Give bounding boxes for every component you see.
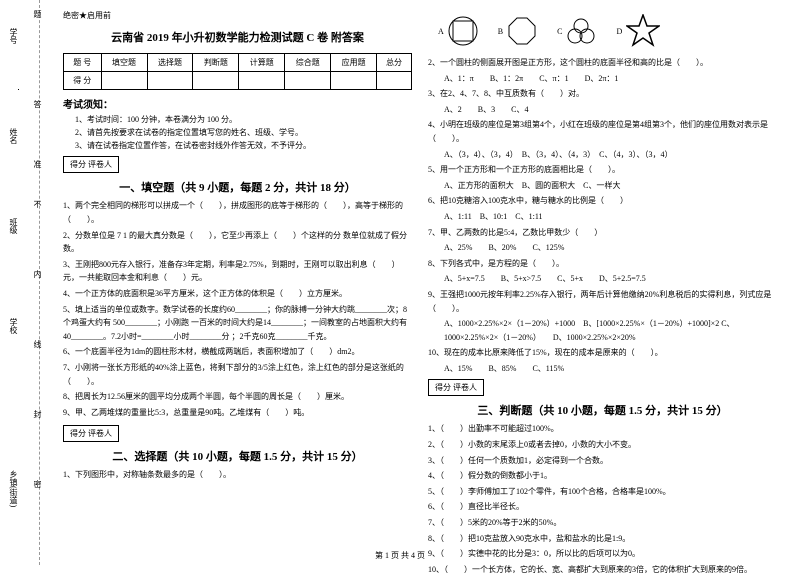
table-header: 应用题 (331, 54, 377, 72)
question: 1、（ ）出勤率不可能超过100%。 (428, 422, 777, 436)
options: A、（3，4）、（3，4） B、（3，4）、（4，3） C、（4，3）、（3，4… (428, 148, 777, 162)
binding-marker: 封 (32, 410, 43, 418)
page-footer: 第 1 页 共 4 页 (0, 550, 800, 561)
shape-label: D (616, 27, 622, 36)
options: A、25% B、20% C、125% (428, 241, 777, 255)
table-cell[interactable] (239, 72, 285, 90)
question: 5、用一个正方形和一个正方形的底面相比是（ ）。 (428, 163, 777, 177)
question: 6、一个底面半径为1dm的圆柱形木材，横截成两端后，表面积增加了（ ）dm2。 (63, 345, 412, 359)
table-cell[interactable] (101, 72, 147, 90)
exam-title: 云南省 2019 年小升初数学能力检测试题 C 卷 附答案 (63, 29, 412, 45)
options: A、1：π B、1：2π C、π：1 D、2π：1 (428, 72, 777, 86)
binding-field-school: 学校 (8, 318, 19, 334)
question: 10、现在的成本比原来降低了15%，现在的成本是原来的（ ）。 (428, 346, 777, 360)
notice-title: 考试须知： (63, 96, 412, 111)
table-header: 综合题 (285, 54, 331, 72)
table-cell[interactable] (193, 72, 239, 90)
options: A、5+x=7.5 B、5+x>7.5 C、5+x D、5+2.5=7.5 (428, 272, 777, 286)
table-cell[interactable] (285, 72, 331, 90)
notice-item: 3、请在试卷指定位置作答，在试卷密封线外作答无效，不予评分。 (63, 140, 412, 153)
options: A、1:11 B、10:1 C、1:11 (428, 210, 777, 224)
question: 1、两个完全相同的梯形可以拼成一个（ ），拼成图形的底等于梯形的（ ），高等于梯… (63, 199, 412, 226)
square-icon (448, 16, 478, 46)
binding-marker: 内 (32, 270, 43, 278)
question: 3、王刚把800元存入银行，准备存3年定期，利率是2.75%，到期时，王刚可以取… (63, 258, 412, 285)
table-row: 题 号 填空题 选择题 判断题 计算题 综合题 应用题 总分 (64, 54, 412, 72)
question: 8、把周长为12.56厘米的圆平均分成两个半圆，每个半圆的周长是（ ）厘米。 (63, 390, 412, 404)
table-cell: 得 分 (64, 72, 102, 90)
question: 1、下列图形中，对称轴条数最多的是（ ）。 (63, 468, 412, 482)
table-header: 总分 (377, 54, 412, 72)
table-header: 计算题 (239, 54, 285, 72)
table-cell[interactable] (377, 72, 412, 90)
binding-field-id: 学号 (8, 28, 19, 44)
shape-option-b: B (498, 16, 537, 46)
circles-icon (566, 16, 596, 46)
binding-marker: 密 (32, 480, 43, 488)
section-title-fill: 一、填空题（共 9 小题，每题 2 分，共计 18 分） (63, 179, 412, 195)
shape-label: B (498, 27, 503, 36)
table-header: 题 号 (64, 54, 102, 72)
score-box: 得分 评卷人 (63, 156, 119, 173)
question: 4、（ ）假分数的倒数都小于1。 (428, 469, 777, 483)
notice-item: 1、考试时间：100 分钟，本卷满分为 100 分。 (63, 114, 412, 127)
binding-marker: 准 (32, 160, 43, 168)
table-cell[interactable] (147, 72, 193, 90)
binding-marker: 题 (32, 10, 43, 18)
question: 2、分数单位是 7 1 的最大真分数是（ ），它至少再添上（ ）个这样的分 数单… (63, 229, 412, 256)
question: 7、甲、乙两数的比是5:4，乙数比甲数少（ ） (428, 226, 777, 240)
notice-item: 2、请首先按要求在试卷的指定位置填写您的姓名、班级、学号。 (63, 127, 412, 140)
question: 4、小明在班级的座位是第3组第4个，小红在班级的座位是第4组第3个，他们的座位用… (428, 118, 777, 145)
binding-line (18, 50, 19, 90)
shape-option-d: D (616, 14, 660, 48)
shape-options: A B C D (428, 14, 777, 48)
binding-margin: 学号 姓名 班级 学校 乡镇(街道) 题 答 准 不 内 线 封 密 (0, 0, 40, 565)
section-title-judge: 三、判断题（共 10 小题，每题 1.5 分，共计 15 分） (428, 402, 777, 418)
shape-option-c: C (557, 16, 596, 46)
star-icon (626, 14, 660, 48)
question: 5、填上适当的单位或数字。数学试卷的长度约60________；你的脉搏一分钟大… (63, 303, 412, 344)
binding-marker: 线 (32, 340, 43, 348)
question: 3、（ ）任何一个质数加1，必定得到一个合数。 (428, 454, 777, 468)
options: A、1000×2.25%×2×（1－20%）+1000 B、[1000×2.25… (428, 317, 777, 344)
shape-label: A (438, 27, 444, 36)
question: 2、（ ）小数的末尾添上0或者去掉0，小数的大小不变。 (428, 438, 777, 452)
table-header: 填空题 (101, 54, 147, 72)
question: 7、（ ）5米的20%等于2米的50%。 (428, 516, 777, 530)
question: 6、（ ）直径比半径长。 (428, 500, 777, 514)
table-header: 判断题 (193, 54, 239, 72)
binding-field-name: 姓名 (8, 128, 19, 144)
section-title-choice: 二、选择题（共 10 小题，每题 1.5 分，共计 15 分） (63, 448, 412, 464)
question: 9、王强把1000元按年利率2.25%存入银行，两年后计算他缴纳20%利息税后的… (428, 288, 777, 315)
question: 9、甲、乙两堆煤的重量比5:3，总重量是90吨。乙堆煤有（ ）吨。 (63, 406, 412, 420)
score-box: 得分 评卷人 (63, 425, 119, 442)
options: A、2 B、3 C、4 (428, 103, 777, 117)
binding-field-class: 班级 (8, 218, 19, 234)
table-row: 得 分 (64, 72, 412, 90)
page-container: 绝密★启用前 云南省 2019 年小升初数学能力检测试题 C 卷 附答案 题 号… (40, 0, 800, 588)
binding-marker: 答 (32, 100, 43, 108)
score-table: 题 号 填空题 选择题 判断题 计算题 综合题 应用题 总分 得 分 (63, 53, 412, 90)
table-cell[interactable] (331, 72, 377, 90)
question: 4、一个正方体的底面积是36平方厘米，这个正方体的体积是（ ）立方厘米。 (63, 287, 412, 301)
binding-marker: 不 (32, 200, 43, 208)
question: 6、把10克糖溶入100克水中，糖与糖水的比例是（ ） (428, 194, 777, 208)
table-header: 选择题 (147, 54, 193, 72)
score-box: 得分 评卷人 (428, 379, 484, 396)
question: 7、小刚将一张长方形纸的40%涂上蓝色，将剩下部分的3/5涂上红色，涂上红色的部… (63, 361, 412, 388)
left-column: 绝密★启用前 云南省 2019 年小升初数学能力检测试题 C 卷 附答案 题 号… (55, 10, 420, 578)
question: 8、（ ）把10克盐放入90克水中，盐和盐水的比是1:9。 (428, 532, 777, 546)
binding-field-town: 乡镇(街道) (8, 470, 19, 507)
right-column: A B C D 2、一个圆柱的侧面展开图是正方形，这个圆柱的底面半径和高的比是（… (420, 10, 785, 578)
shape-option-a: A (438, 16, 478, 46)
question: 3、在2、4、7、8、中互质数有（ ）对。 (428, 87, 777, 101)
options: A、15% B、85% C、115% (428, 362, 777, 376)
octagon-icon (507, 16, 537, 46)
confidential-tag: 绝密★启用前 (63, 10, 412, 21)
options: A、正方形的面积大 B、圆的面积大 C、一样大 (428, 179, 777, 193)
question: 5、（ ）李师傅加工了102个零件，有100个合格，合格率是100%。 (428, 485, 777, 499)
question: 2、一个圆柱的侧面展开图是正方形，这个圆柱的底面半径和高的比是（ ）。 (428, 56, 777, 70)
question: 8、下列各式中，是方程的是（ ）。 (428, 257, 777, 271)
shape-label: C (557, 27, 562, 36)
